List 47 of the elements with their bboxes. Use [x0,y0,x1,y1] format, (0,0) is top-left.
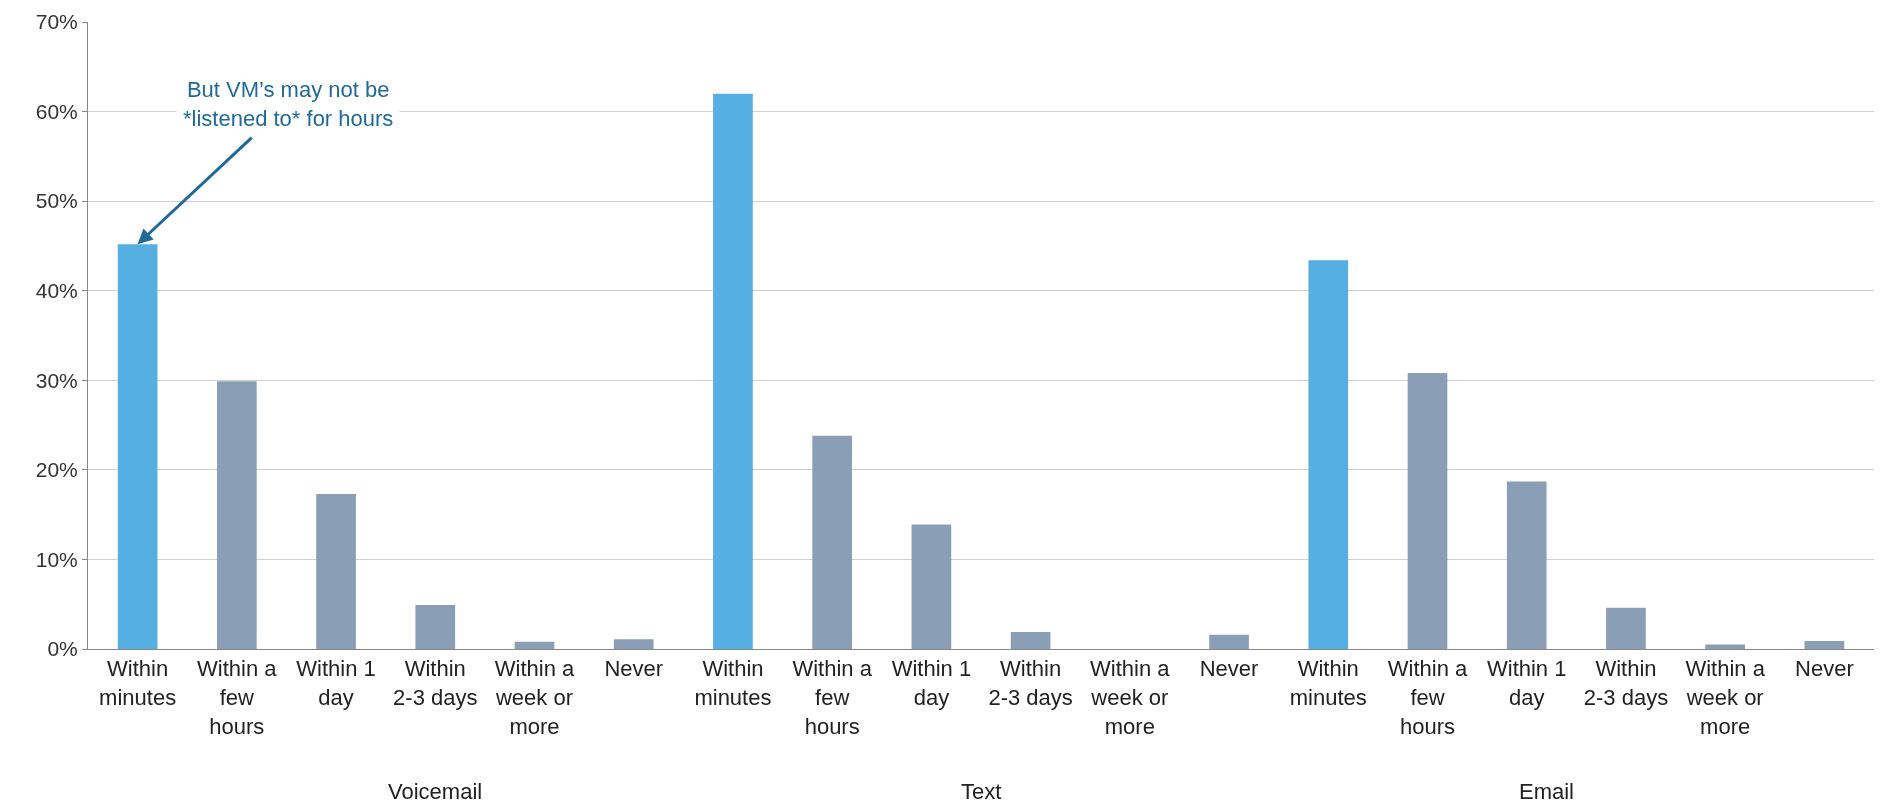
bar [812,435,853,649]
bar [613,639,654,649]
x-tick-label: Within a few hours [197,656,278,739]
x-tick-label: Never [604,656,664,682]
x-tick-label: Within 1 day [1486,656,1567,710]
bar [415,605,456,649]
y-tick-label: 70% [35,10,78,34]
x-tick-label: Within a few hours [1387,656,1468,739]
bar [316,494,356,649]
y-tick-label: 30% [35,368,78,392]
x-tick-label: Within minutes [694,656,772,710]
y-tick-label: 50% [35,189,78,213]
bar [1010,631,1051,649]
bar [713,93,753,649]
bar [911,524,952,649]
x-tick-label: Never [1795,656,1854,682]
text: Email [1519,779,1575,804]
bar [1407,373,1448,649]
x-tick-label: Within a few hours [792,656,873,739]
annotation: But VM’s may not be *listened to* for hours [183,77,394,131]
x-tick-label: Within 1 day [891,656,972,710]
x-tick-label: Within minutes [99,656,177,710]
y-tick-label: 10% [35,547,78,571]
text: Voicemail [388,779,483,804]
y-tick-label: 20% [35,458,78,482]
bar [1308,260,1349,649]
bar [1804,640,1845,649]
x-tick-label: Within a week or more [1090,656,1171,739]
y-tick-label: 0% [47,637,78,661]
x-tick-label: Within 1 day [296,656,376,710]
bar [1606,607,1646,649]
x-tick-label: Never [1199,656,1259,682]
bar [1506,481,1547,649]
x-tick-label: Within 2-3 days [1583,656,1669,710]
bar [216,381,257,649]
x-tick-label: Within 2-3 days [988,656,1073,710]
bar [1705,644,1746,649]
text: Text [961,779,1002,804]
x-tick-label: Within a week or more [494,656,575,739]
bar [117,244,158,649]
x-tick-label: Within a week or more [1685,656,1766,739]
bar [514,641,555,649]
bar [1209,634,1249,649]
y-tick-label: 60% [35,99,78,123]
x-tick-label: Within 2-3 days [393,656,478,710]
x-tick-label: Within minutes [1289,656,1367,710]
y-tick-label: 40% [35,279,78,303]
